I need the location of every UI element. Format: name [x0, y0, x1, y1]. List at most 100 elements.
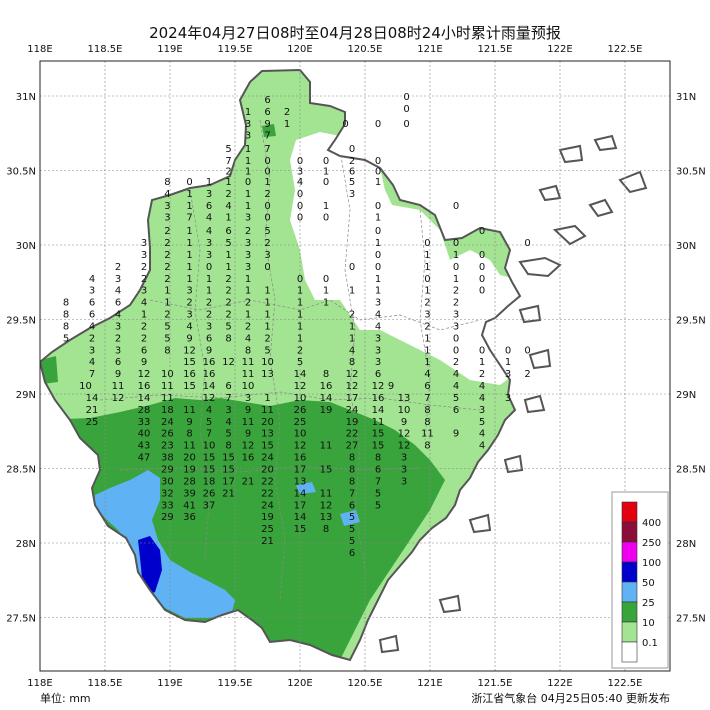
rainfall-value: 2: [164, 274, 170, 285]
rainfall-value: 6: [375, 465, 381, 476]
rainfall-value: 5: [63, 333, 69, 344]
rainfall-value: 3: [453, 321, 459, 332]
rainfall-value: 0: [479, 226, 485, 237]
rainfall-value: 2: [349, 156, 355, 167]
rainfall-value: 2: [264, 238, 270, 249]
rainfall-value: 12: [294, 381, 307, 392]
rainfall-value: 3: [115, 321, 121, 332]
rainfall-value: 5: [349, 536, 355, 547]
rainfall-value: 3: [453, 310, 459, 321]
rainfall-value: 32: [161, 488, 174, 499]
rainfall-value: 24: [346, 405, 359, 416]
rainfall-value: 10: [398, 405, 411, 416]
rainfall-value: 6: [453, 405, 459, 416]
rainfall-value: 6: [89, 310, 95, 321]
rainfall-value: 8: [375, 453, 381, 464]
x-tick-top: 118.5E: [88, 44, 123, 55]
rainfall-value: 2: [115, 333, 121, 344]
rainfall-value: 1: [186, 262, 192, 273]
rainfall-value: 0: [206, 262, 212, 273]
rainfall-value: 28: [138, 405, 151, 416]
rainfall-value: 5: [349, 524, 355, 535]
heavy-rain-area: [95, 470, 235, 618]
coastline: [40, 68, 648, 662]
rainfall-value: 12: [294, 441, 307, 452]
rainfall-value: 1: [186, 274, 192, 285]
rainfall-value: 2: [206, 298, 212, 309]
legend-swatch: [621, 621, 638, 643]
rainfall-value: 6: [349, 167, 355, 178]
rainfall-value: 7: [349, 488, 355, 499]
rainfall-value: 3: [206, 321, 212, 332]
y-tick-right: 28N: [676, 539, 696, 550]
rainfall-value: 33: [138, 417, 151, 428]
rainfall-value: 16: [372, 393, 385, 404]
rainfall-value: 0: [479, 286, 485, 297]
rainfall-value: 0: [479, 262, 485, 273]
rainfall-value: 0: [342, 119, 348, 130]
rainfall-value: 1: [349, 321, 355, 332]
rainfall-value: 1: [225, 177, 231, 188]
rainfall-value: 0: [297, 201, 303, 212]
rainfall-value: 12: [320, 500, 333, 511]
rainfall-value: 0: [349, 144, 355, 155]
x-tick-top: 119E: [157, 44, 182, 55]
map-frame: [39, 60, 671, 672]
rainfall-value: 4: [89, 321, 95, 332]
rainfall-value: 1: [297, 298, 303, 309]
rainfall-value: 2: [141, 321, 147, 332]
rainfall-value: 8: [424, 405, 430, 416]
rainfall-value: 1: [264, 393, 270, 404]
rainfall-value: 4: [225, 201, 231, 212]
rainfall-value: 8: [225, 333, 231, 344]
rainfall-value: 2: [524, 369, 530, 380]
rainfall-value: 8: [245, 345, 251, 356]
rainfall-value: 2: [479, 369, 485, 380]
rainfall-value: 0: [375, 167, 381, 178]
rainfall-value: 6: [424, 381, 430, 392]
x-tick-bottom: 119.5E: [218, 678, 253, 689]
rainfall-value: 19: [183, 465, 196, 476]
legend-swatch: [621, 641, 638, 663]
rainfall-value: 1: [245, 201, 251, 212]
rainfall-value: 16: [242, 453, 255, 464]
rainfall-value: 7: [186, 213, 192, 224]
rainfall-value: 20: [261, 417, 274, 428]
rainfall-value: 5: [206, 417, 212, 428]
rainfall-value: 40: [138, 429, 151, 440]
x-tick-top: 120.5E: [348, 44, 383, 55]
rainfall-value: 8: [323, 524, 329, 535]
rainfall-value: 25: [294, 417, 307, 428]
rainfall-value: 22: [261, 488, 274, 499]
rainfall-value: 21: [242, 476, 255, 487]
rainfall-value: 5: [297, 357, 303, 368]
rainfall-value: 0: [524, 345, 530, 356]
rainfall-value: 3: [245, 262, 251, 273]
rainfall-value: 3: [264, 250, 270, 261]
rainfall-value: 3: [245, 250, 251, 261]
rainfall-value: 8: [349, 476, 355, 487]
rainfall-value: 17: [346, 393, 359, 404]
rainfall-value: 39: [183, 488, 196, 499]
rainfall-value: 1: [186, 250, 192, 261]
rainfall-value: 11: [320, 488, 333, 499]
rainfall-value: 0: [186, 177, 192, 188]
rainfall-value: 4: [424, 369, 430, 380]
rainfall-value: 0: [323, 156, 329, 167]
rainfall-value: 2: [115, 262, 121, 273]
rainfall-value: 36: [183, 512, 196, 523]
rainfall-value: 12: [242, 441, 255, 452]
rainfall-value: 41: [183, 500, 196, 511]
rainfall-value: 3: [89, 286, 95, 297]
rainfall-value: 2: [225, 167, 231, 178]
rainfall-value: 8: [164, 345, 170, 356]
rainfall-value: 8: [164, 177, 170, 188]
rainfall-value: 21: [222, 488, 235, 499]
rainfall-value: 3: [141, 238, 147, 249]
rainfall-value: 4: [164, 189, 170, 200]
rainfall-value: 9: [245, 429, 251, 440]
rainfall-value: 13: [398, 393, 411, 404]
x-tick-top: 121.5E: [478, 44, 513, 55]
rainfall-value: 8: [424, 417, 430, 428]
rainfall-value: 1: [424, 262, 430, 273]
